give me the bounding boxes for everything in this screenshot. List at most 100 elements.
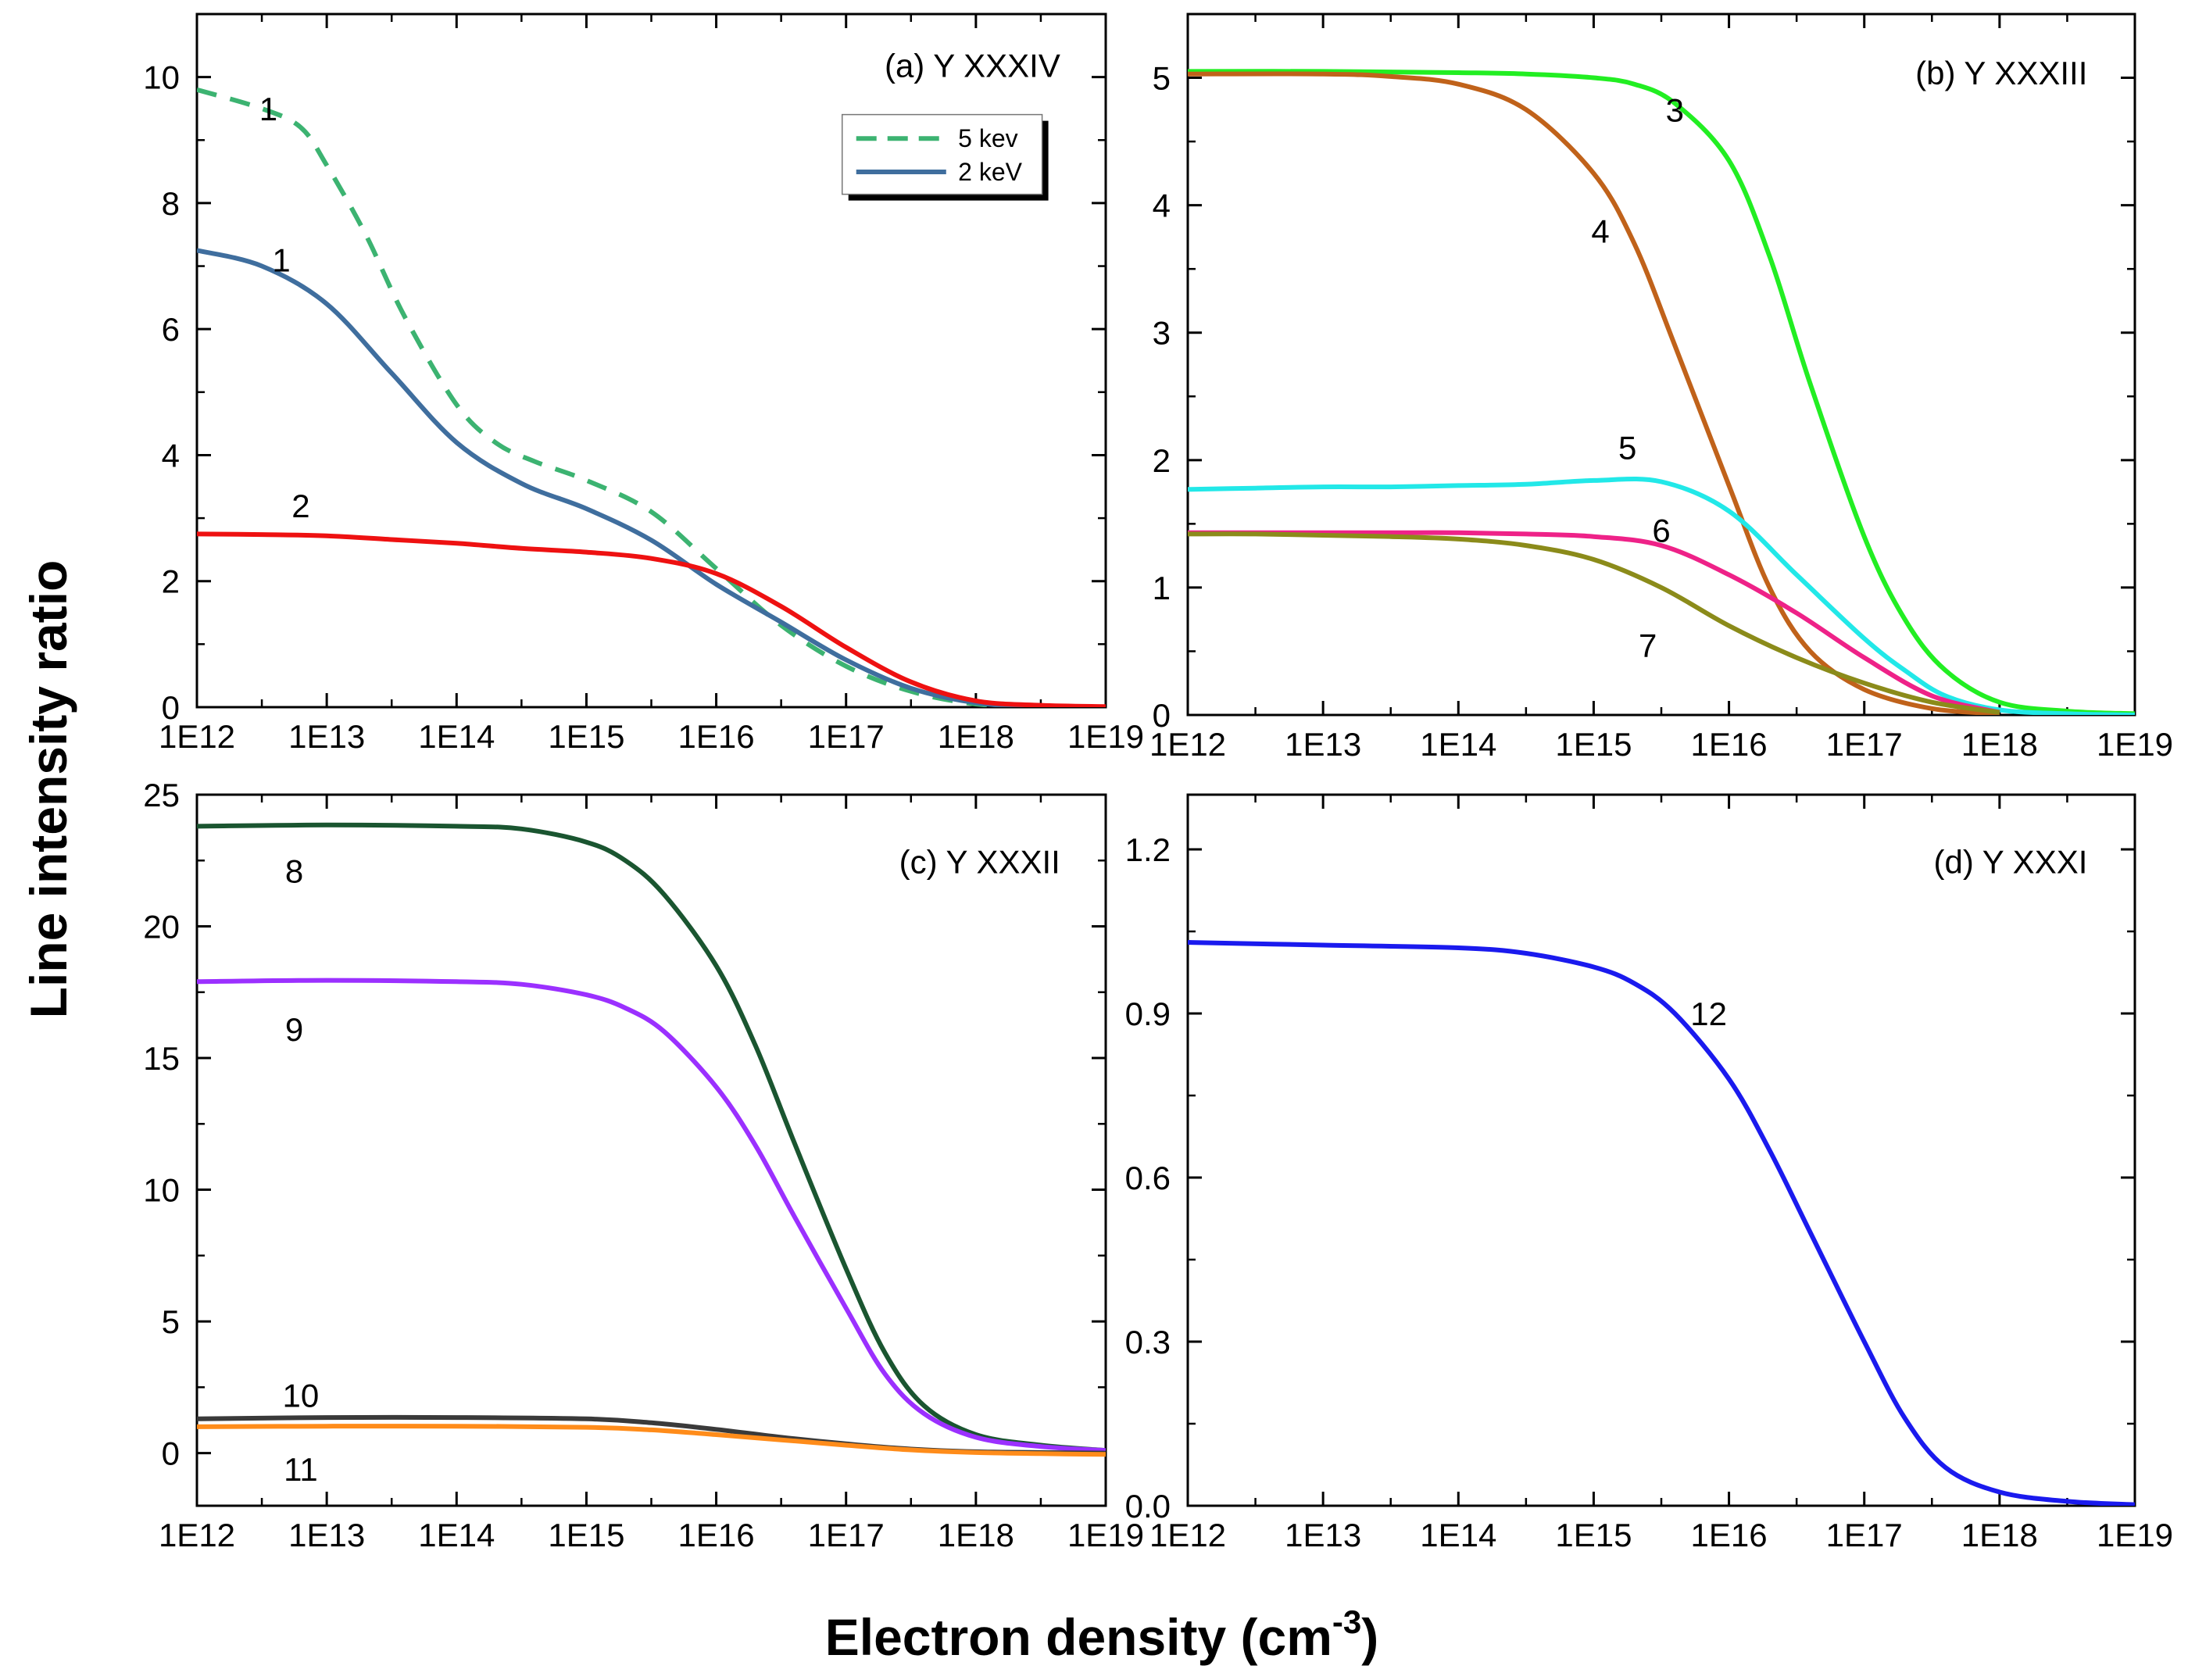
y-tick-label: 10	[143, 1172, 180, 1209]
y-axis-title: Line intensity ratio	[20, 560, 77, 1019]
x-tick-label: 1E16	[1691, 726, 1768, 763]
y-tick-label: 0.0	[1125, 1488, 1171, 1525]
x-tick-label: 1E13	[288, 718, 365, 755]
x-axis-title-close: )	[1361, 1608, 1378, 1666]
series-group	[1188, 940, 2135, 1506]
x-tick-label: 1E17	[808, 1517, 885, 1553]
y-tick-label: 5	[162, 1303, 180, 1340]
y-tick-label: 5	[1153, 60, 1171, 97]
x-tick-label: 1E15	[548, 1517, 624, 1553]
y-tick-label: 4	[1153, 188, 1171, 224]
x-tick-label: 1E19	[1067, 1517, 1144, 1553]
x-tick-label: 1E18	[938, 718, 1014, 755]
y-tick-label: 15	[143, 1040, 180, 1077]
x-tick-label: 1E17	[1826, 726, 1903, 763]
x-tick-label: 1E16	[678, 718, 755, 755]
x-tick-label: 1E14	[1420, 1517, 1496, 1553]
y-tick-label: 25	[143, 777, 180, 813]
series-line-8	[197, 822, 1106, 1453]
plot-frame	[1186, 793, 2136, 1507]
series-group	[197, 822, 1106, 1457]
panel-d: 1E12 1E13 1E14 1E15 1E16 1E17 1E18 1E19 0.0 0.3 0.…	[1125, 793, 2173, 1553]
series-label-5: 5	[1618, 430, 1636, 466]
x-tick-label: 1E17	[1826, 1517, 1903, 1553]
y-tick-label: 6	[162, 311, 180, 348]
y-tick-label: 20	[143, 909, 180, 945]
series-group	[197, 87, 1106, 707]
x-tick-label: 1E15	[1555, 1517, 1632, 1553]
y-tick-label: 3	[1153, 315, 1171, 352]
y-tick-label: 10	[143, 59, 180, 96]
y-tick-label: 0.6	[1125, 1160, 1171, 1196]
x-tick-label: 1E14	[1420, 726, 1496, 763]
series-label-3: 3	[1666, 91, 1684, 128]
x-tick-label: 1E19	[2097, 726, 2173, 763]
y-tick-label: 0.3	[1125, 1324, 1171, 1360]
panel-c: 1E12 1E13 1E14 1E15 1E16 1E17 1E18 1E19 0 5 10 15 20…	[143, 777, 1144, 1553]
x-axis-title-main: Electron density (cm	[825, 1608, 1332, 1666]
y-tick-label: 0.9	[1125, 995, 1171, 1032]
series-line-5	[1188, 476, 2135, 715]
x-tick-label: 1E13	[288, 1517, 365, 1553]
series-line-1	[197, 248, 1106, 707]
x-tick-label: 1E14	[418, 1517, 495, 1553]
x-tick-label: 1E13	[1285, 1517, 1361, 1553]
y-tick-label: 4	[162, 437, 180, 474]
series-label-6: 6	[1652, 513, 1670, 549]
y-tick-label: 2	[162, 563, 180, 600]
panel-title: (d) Y XXXI	[1934, 843, 2088, 880]
x-tick-label: 1E18	[1961, 726, 2038, 763]
panel-title: (b) Y XXXIII	[1915, 55, 2087, 91]
panel-title: (c) Y XXXII	[899, 843, 1060, 880]
series-line-4	[1188, 71, 2000, 715]
x-tick-label: 1E12	[159, 1517, 235, 1553]
y-tick-label: 1.2	[1125, 831, 1171, 868]
series-label-10: 10	[283, 1377, 320, 1414]
series-line-11	[197, 1424, 1106, 1457]
series-line-7	[1188, 531, 2000, 715]
x-tick-label: 1E19	[1067, 718, 1144, 755]
panel-a: 1E12 1E13 1E14 1E15 1E16 1E17 1E18 1E19 0 2 4 6 8 10 1…	[143, 13, 1144, 755]
x-tick-label: 1E19	[2097, 1517, 2173, 1553]
series-line-2	[197, 531, 1106, 707]
y-tick-label: 0	[162, 689, 180, 726]
y-tick-label: 2	[1153, 442, 1171, 479]
legend-label: 2 keV	[958, 158, 1022, 186]
x-tick-label: 1E15	[548, 718, 624, 755]
series-line-1	[197, 87, 1106, 707]
series-label-1: 1	[272, 241, 290, 278]
panel-title: (a) Y XXXIV	[885, 48, 1060, 84]
plot-frame	[1186, 13, 2136, 717]
series-label-11: 11	[284, 1451, 318, 1488]
y-tick-label: 8	[162, 185, 180, 222]
series-line-3	[1188, 69, 2135, 715]
y-tick-label: 0	[162, 1435, 180, 1472]
y-tick-label: 1	[1153, 570, 1171, 606]
x-tick-label: 1E18	[1961, 1517, 2038, 1553]
x-tick-label: 1E13	[1285, 726, 1361, 763]
x-tick-label: 1E16	[678, 1517, 755, 1553]
x-tick-label: 1E12	[159, 718, 235, 755]
x-tick-label: 1E12	[1149, 726, 1226, 763]
series-label-7: 7	[1639, 627, 1657, 663]
x-tick-label: 1E17	[808, 718, 885, 755]
x-tick-label: 1E16	[1691, 1517, 1768, 1553]
x-axis-title: Electron density (cm-3)	[825, 1603, 1379, 1666]
x-tick-label: 1E15	[1555, 726, 1632, 763]
series-line-6	[1188, 530, 2000, 715]
legend-label: 5 kev	[958, 124, 1017, 152]
y-tick-label: 0	[1153, 697, 1171, 734]
series-label-4: 4	[1591, 213, 1609, 249]
series-group	[1188, 69, 2135, 715]
x-tick-label: 1E12	[1149, 1517, 1226, 1553]
series-line-9	[197, 978, 1106, 1453]
series-label-12: 12	[1690, 995, 1727, 1032]
x-axis-title-sup: -3	[1332, 1603, 1361, 1640]
x-tick-label: 1E14	[418, 718, 495, 755]
series-label-8: 8	[285, 853, 303, 890]
x-tick-label: 1E18	[938, 1517, 1014, 1553]
plot-frame	[195, 793, 1107, 1507]
series-line-12	[1188, 940, 2135, 1506]
series-label-2: 2	[291, 488, 309, 524]
